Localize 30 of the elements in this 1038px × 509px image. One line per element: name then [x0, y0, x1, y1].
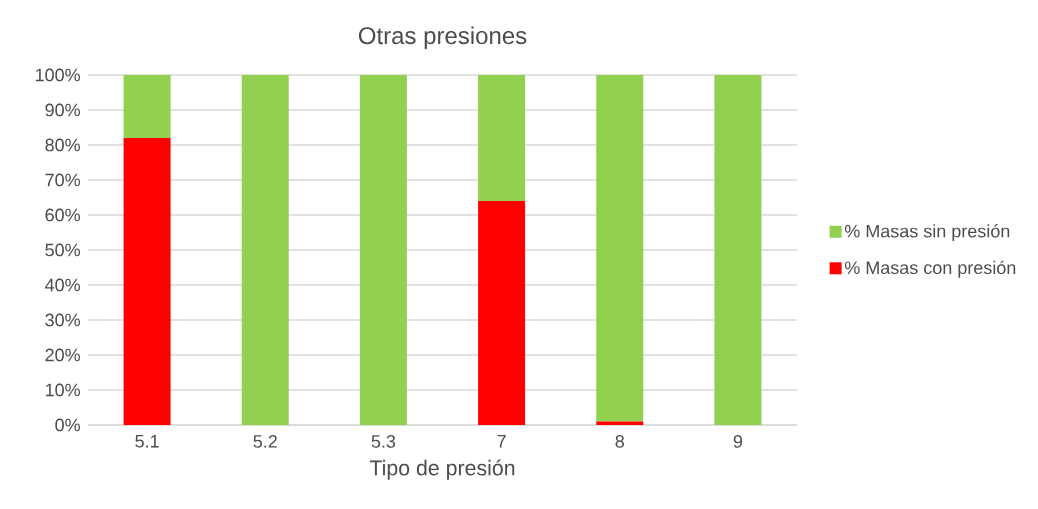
x-tick-label: 5.3 — [371, 435, 396, 448]
y-tick-label: 70% — [45, 173, 80, 187]
bar — [241, 74, 289, 425]
x-tick-label: 9 — [733, 435, 743, 448]
chart-title: Otras presiones — [358, 26, 527, 49]
y-tick-label: 60% — [45, 208, 80, 222]
bar — [596, 74, 644, 422]
x-tick-label: 5.1 — [135, 435, 159, 448]
bar — [596, 421, 644, 425]
bar — [123, 74, 171, 138]
bar — [714, 74, 762, 425]
y-tick-label: 10% — [45, 383, 80, 397]
y-tick-label: 0% — [55, 418, 80, 432]
bar — [123, 137, 171, 425]
y-tick-label: 90% — [45, 103, 80, 117]
bar — [359, 74, 407, 425]
legend-label: % Masas sin presión — [844, 224, 1010, 242]
x-axis-title: Tipo de presión — [369, 459, 515, 480]
x-tick-label: 5.2 — [253, 435, 277, 448]
y-tick-label: 80% — [45, 138, 80, 152]
x-tick-label: 8 — [615, 435, 624, 448]
legend-label: % Masas con presión — [844, 260, 1016, 278]
y-tick-label: 30% — [45, 313, 80, 327]
bar — [478, 74, 526, 201]
y-tick-label: 100% — [35, 68, 80, 82]
y-tick-label: 50% — [45, 243, 80, 257]
bar — [478, 200, 526, 425]
y-tick-label: 20% — [45, 348, 80, 362]
x-tick-label: 7 — [497, 435, 506, 448]
y-tick-label: 40% — [45, 278, 80, 292]
